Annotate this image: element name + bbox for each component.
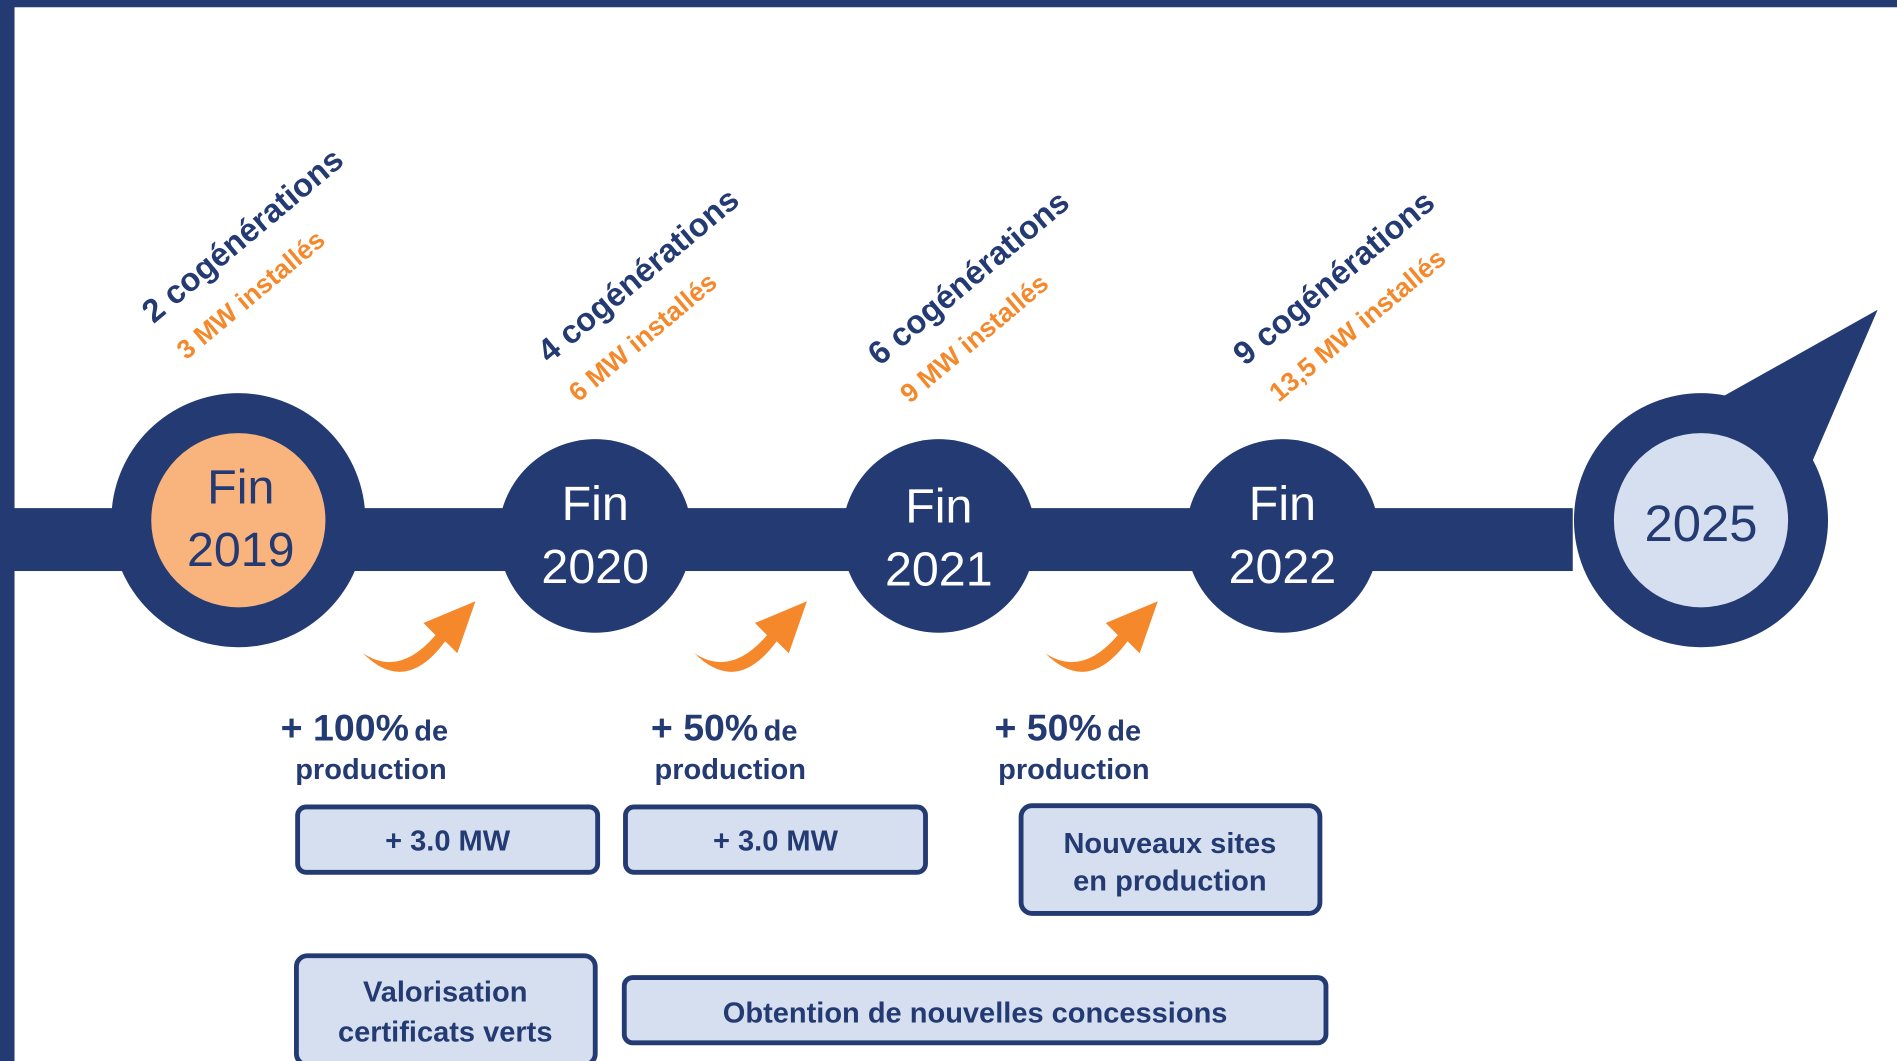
growth-arrows [362, 601, 1158, 672]
final-inner [1613, 433, 1789, 608]
box-text: Nouveaux sites [1063, 828, 1276, 860]
milestone-fin: Fin [207, 460, 274, 514]
growth-suffix: de [1107, 715, 1141, 747]
ellipsis-dot [1409, 531, 1439, 561]
ellipsis-dot [1519, 531, 1549, 561]
growth-line2: production [295, 754, 447, 786]
milestone-inner [151, 433, 326, 608]
growth-percent: + 50% [994, 706, 1101, 748]
milestone-year: 2021 [885, 543, 993, 597]
milestone-circle [842, 439, 1036, 633]
top-border [0, 0, 1897, 8]
milestone-fin: Fin [562, 477, 629, 531]
milestone-year: 2020 [541, 540, 649, 594]
arrow [694, 601, 807, 672]
growth-suffix: de [414, 715, 448, 747]
box [1018, 803, 1323, 916]
milestone-fin: Fin [905, 480, 972, 534]
box-text: Obtention de nouvelles concessions [723, 997, 1228, 1029]
arrow [1045, 601, 1158, 672]
box-text: + 3.0 MW [385, 825, 511, 857]
box-text: certificats verts [338, 1017, 553, 1049]
boxes [293, 803, 1329, 1061]
growth-line: + 100% de [281, 706, 448, 748]
arrow [362, 601, 476, 672]
milestone-fin: Fin [1249, 477, 1316, 531]
growth-line2: production [655, 754, 807, 786]
milestone-circle [1185, 439, 1380, 633]
pointer [1717, 309, 1878, 484]
milestone-circle [498, 439, 693, 633]
growth-line2: production [998, 754, 1150, 786]
box [295, 804, 601, 875]
box [623, 804, 928, 875]
box [293, 953, 598, 1061]
milestone-year: 2022 [1229, 540, 1337, 594]
final-year: 2025 [1644, 495, 1757, 552]
growth-line: + 50% de [994, 706, 1141, 748]
box-text: en production [1073, 865, 1266, 897]
box-text: Valorisation [363, 977, 527, 1009]
ellipsis-dot [1467, 531, 1497, 561]
growth-percent: + 50% [651, 706, 758, 748]
growth-suffix: de [764, 715, 798, 747]
growth-line: + 50% de [651, 706, 798, 748]
box [621, 975, 1329, 1046]
milestone-year: 2019 [187, 523, 295, 577]
box-text: + 3.0 MW [713, 825, 839, 857]
growth-percent: + 100% [281, 706, 409, 748]
